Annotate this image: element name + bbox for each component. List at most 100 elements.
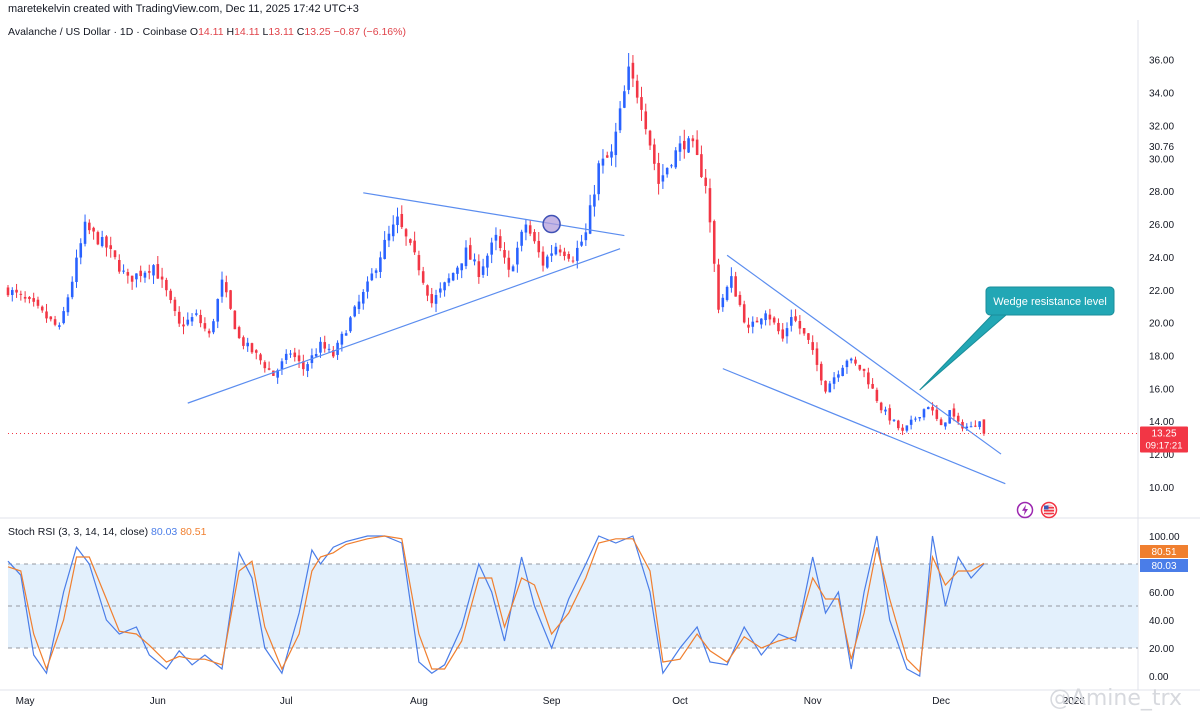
us-flag-icon[interactable]: [1040, 501, 1058, 519]
time-tick-label: May: [16, 696, 35, 707]
candle-body: [837, 374, 840, 378]
candle-body: [477, 261, 481, 277]
lightning-icon[interactable]: [1016, 501, 1034, 519]
candle-body: [965, 426, 969, 429]
candles: [6, 53, 986, 436]
breakout-marker: [542, 214, 561, 234]
candle-body: [169, 290, 172, 301]
candle-body: [220, 279, 224, 297]
candle-body: [177, 311, 181, 324]
candle-body: [426, 285, 429, 296]
candle-body: [678, 143, 682, 152]
candle-body: [879, 402, 883, 411]
candle-body: [507, 257, 511, 270]
candle-body: [62, 311, 65, 324]
candle-body: [785, 328, 789, 337]
candle-body: [533, 232, 536, 242]
candle-body: [725, 286, 729, 300]
candle-body: [901, 427, 904, 431]
candle-body: [884, 409, 887, 412]
candle-body: [79, 243, 83, 258]
candle-body: [439, 288, 442, 293]
stoch-k-tag-value: 80.03: [1151, 561, 1176, 572]
candle-body: [357, 301, 361, 310]
time-tick-label: Dec: [932, 696, 950, 707]
price-tick-label: 36.00: [1149, 56, 1174, 67]
candle-body: [670, 165, 673, 167]
candle-body: [486, 255, 489, 268]
axes: 10.00 12.00 14.00 16.00 18.00 20.00 22.00 24.00…: [16, 56, 1180, 707]
candle-body: [126, 272, 130, 276]
candle-body: [6, 287, 10, 296]
candle-body: [19, 293, 23, 295]
time-tick-label: 2026: [1063, 696, 1086, 707]
candle-body: [734, 276, 737, 297]
candle-body: [695, 139, 699, 156]
price-tick-label: 34.00: [1149, 89, 1174, 100]
symbol-name[interactable]: Avalanche / US Dollar · 1D · Coinbase: [8, 26, 187, 38]
candle-body: [704, 177, 707, 186]
stoch-band-fill: [8, 564, 1138, 648]
candle-body: [105, 236, 108, 248]
time-tick-label: Jul: [280, 696, 293, 707]
candle-body: [832, 377, 836, 384]
candle-body: [417, 255, 421, 271]
candle-body: [443, 282, 446, 291]
candle-body: [926, 407, 930, 410]
candle-body: [661, 175, 665, 182]
candle-body: [280, 361, 284, 370]
candle-body: [366, 281, 369, 292]
candle-body: [764, 313, 767, 321]
candle-body: [854, 359, 857, 364]
candle-body: [199, 314, 202, 324]
stoch-band: [8, 563, 1138, 649]
candle-body: [430, 294, 434, 304]
open-value: 14.11: [198, 26, 224, 38]
price-tick-label: 22.00: [1149, 286, 1174, 297]
candle-body: [259, 354, 262, 361]
price-tick-label: 10.00: [1149, 483, 1174, 494]
candle-body: [575, 247, 579, 261]
candle-body: [276, 370, 279, 378]
stoch-k-line: [7, 535, 985, 677]
candle-body: [130, 275, 134, 282]
candle-body: [53, 319, 57, 325]
candle-body: [332, 350, 335, 357]
candle-body: [314, 354, 318, 357]
price-tick-label: 24.00: [1149, 253, 1174, 264]
candle-body: [413, 240, 416, 253]
candle-body: [571, 260, 575, 262]
candle-body: [738, 294, 742, 305]
time-tick-label: Aug: [410, 696, 428, 707]
price-tag-bg: [1140, 426, 1188, 453]
candle-body: [618, 108, 622, 131]
candle-body: [297, 355, 301, 362]
candle-body: [580, 241, 583, 246]
candle-body: [849, 358, 853, 361]
candle-body: [687, 138, 690, 153]
candle-body: [558, 249, 562, 253]
candle-body: [772, 317, 776, 323]
candle-body: [327, 348, 331, 350]
candle-body: [503, 249, 506, 258]
callout-pointer: [919, 314, 1008, 391]
candle-body: [648, 130, 652, 146]
candle-body: [597, 163, 600, 195]
candle-body: [409, 239, 412, 243]
candle-body: [644, 111, 648, 130]
candle-body: [605, 155, 609, 158]
candle-body: [952, 408, 956, 417]
candle-body: [383, 239, 386, 259]
high-value: 14.11: [234, 26, 260, 38]
candle-body: [841, 367, 844, 377]
candle-body: [584, 232, 588, 241]
candle-body: [456, 267, 459, 274]
stoch-label[interactable]: Stoch RSI (3, 3, 14, 14, close): [8, 526, 149, 538]
candle-body: [914, 418, 917, 420]
candle-body: [284, 353, 288, 360]
candle-body: [70, 281, 74, 298]
callout-text: Wedge resistance level: [993, 296, 1107, 308]
candle-body: [815, 348, 819, 365]
